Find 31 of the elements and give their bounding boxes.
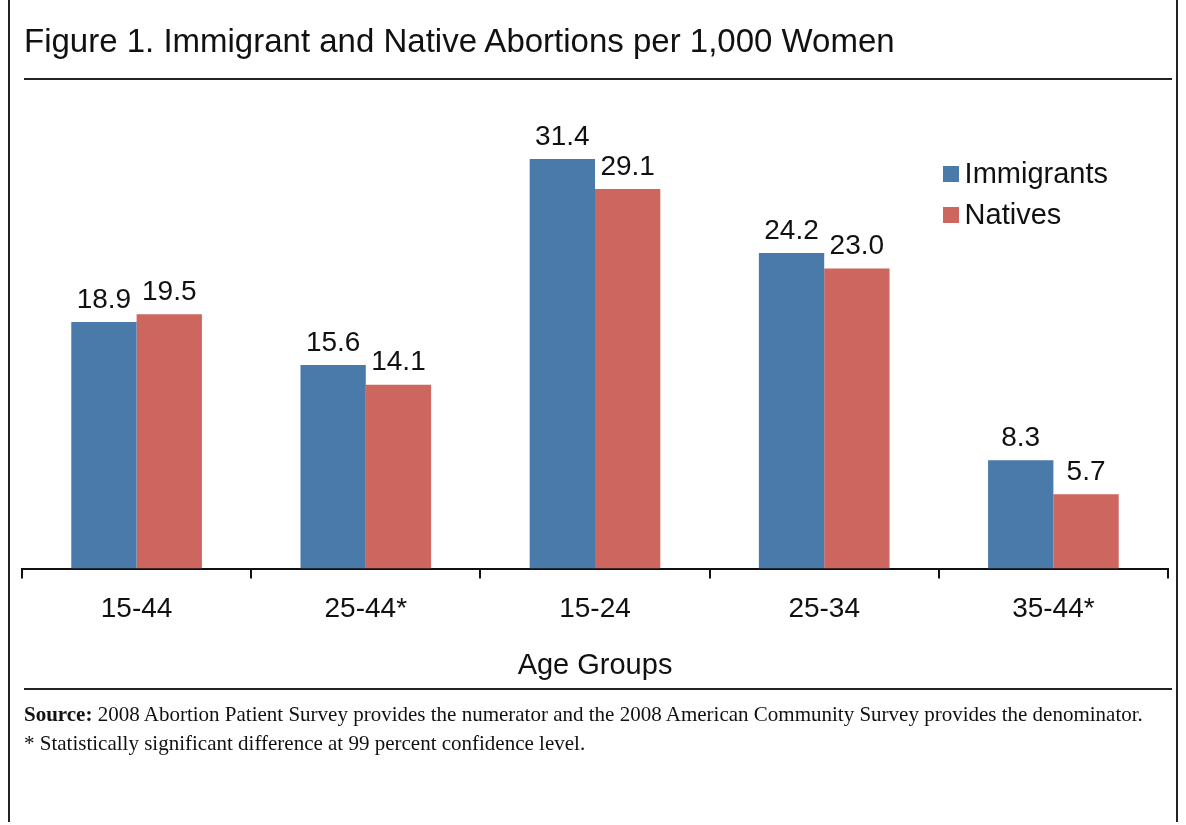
legend-label: Immigrants [964, 157, 1108, 190]
bar [595, 188, 661, 569]
bar [365, 384, 432, 569]
x-tick-label: 25-34 [788, 592, 861, 624]
bar [71, 322, 137, 569]
bar [824, 268, 890, 569]
data-label: 19.5 [142, 274, 197, 306]
data-label: 14.1 [371, 345, 426, 377]
source-note: Source: 2008 Abortion Patient Survey provides the numerator and the 2008 American Community Survey provides the denominator. [24, 701, 1144, 728]
bar [1053, 494, 1119, 569]
data-label: 5.7 [1066, 454, 1106, 486]
bar [136, 314, 202, 569]
x-tick-label: 15-24 [559, 592, 631, 624]
bar [300, 365, 366, 569]
data-label: 24.2 [764, 213, 819, 245]
chart-title: Figure 1. Immigrant and Native Abortions per 1,000 Women [24, 22, 895, 60]
data-label: 8.3 [1001, 421, 1041, 453]
x-tick-label: 35-44* [1012, 592, 1095, 624]
legend-label: Natives [964, 198, 1062, 231]
data-label: 29.1 [600, 149, 655, 181]
data-label: 18.9 [76, 282, 132, 314]
x-axis-title: Age Groups [517, 647, 673, 680]
x-tick-label: 25-44* [324, 592, 408, 624]
bar [529, 158, 595, 569]
data-label: 31.4 [535, 119, 590, 151]
x-tick-label: 15-44 [100, 592, 173, 624]
data-label: 23.0 [829, 229, 885, 261]
bar [988, 460, 1054, 569]
data-label: 15.6 [305, 325, 361, 357]
text: * Statistically significant difference at 99 percent confidence level. [24, 730, 587, 757]
bar [758, 252, 825, 569]
